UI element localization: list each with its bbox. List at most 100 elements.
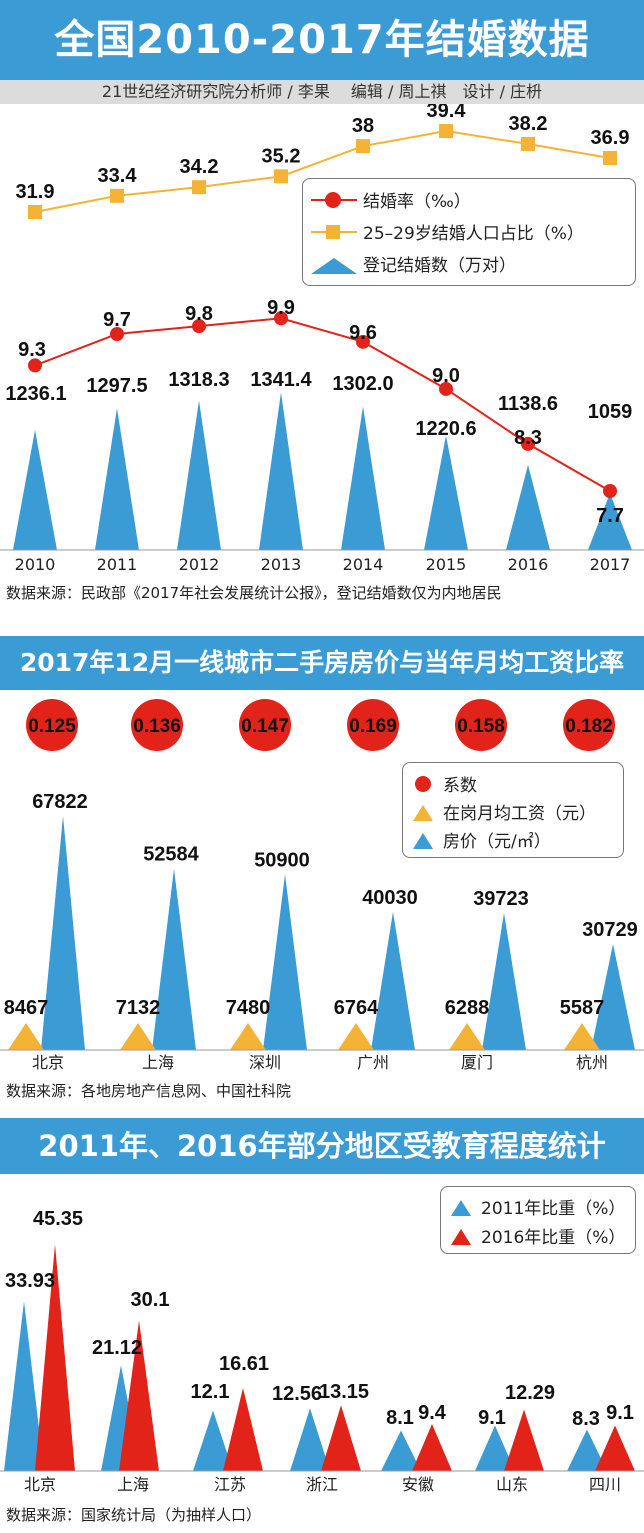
section2-title: 2017年12月一线城市二手房房价与当年月均工资比率 (0, 636, 644, 690)
credit-line: 21世纪经济研究院分析师 / 李果 编辑 / 周上祺 设计 / 庄枡 (0, 80, 644, 104)
x-tick-label: 安徽 (402, 1475, 434, 1494)
ratio-circle (131, 699, 183, 751)
share-2011-triangle (4, 1301, 44, 1471)
legend-marriage-rate: 结婚率（‰） (363, 192, 471, 212)
share-data-label: 39.4 (427, 104, 467, 122)
ratio-circle (26, 699, 78, 751)
marriages-data-label: 1236.1 (5, 383, 66, 405)
legend-2016: 2016年比重（%） (481, 1228, 626, 1248)
legend-ratio: 系数 (443, 776, 477, 796)
marriages-triangle (95, 408, 139, 550)
x-tick-label: 深圳 (249, 1053, 281, 1072)
wage-triangle (230, 1023, 266, 1050)
marriages-triangle (259, 392, 303, 550)
share-2011-triangle (381, 1430, 421, 1471)
share-2011-data-label: 9.1 (478, 1407, 506, 1429)
x-tick-label: 上海 (117, 1475, 149, 1494)
wage-data-label: 8467 (4, 997, 49, 1019)
wage-data-label: 7480 (226, 997, 271, 1019)
house-price-triangle (41, 816, 85, 1050)
marriages-triangle (424, 435, 468, 550)
ratio-data-label: 0.158 (457, 716, 505, 737)
marriages-data-label: 1318.3 (168, 369, 229, 391)
x-tick-label: 山东 (496, 1475, 528, 1494)
x-tick-label: 2010 (15, 555, 56, 574)
share-data-label: 38 (352, 115, 374, 137)
share-2011-data-label: 21.12 (92, 1337, 142, 1359)
section3-source: 数据来源：国家统计局（为抽样人口） (6, 1506, 262, 1524)
x-tick-label: 2017 (590, 555, 631, 574)
wage-triangle (8, 1023, 44, 1050)
house-price-triangle (591, 943, 635, 1050)
share-2016-triangle (223, 1387, 263, 1471)
share-2016-data-label: 16.61 (219, 1353, 269, 1375)
share-data-label: 38.2 (509, 113, 548, 135)
share-point (28, 205, 42, 219)
x-tick-label: 厦门 (461, 1053, 493, 1072)
x-tick-label: 杭州 (576, 1053, 608, 1072)
share-2016-data-label: 9.4 (418, 1402, 447, 1424)
house-price-triangle (152, 868, 196, 1050)
wage-data-label: 5587 (560, 997, 605, 1019)
rate-data-label: 9.0 (432, 365, 460, 387)
marriages-triangle (13, 430, 57, 550)
x-tick-label: 北京 (32, 1053, 64, 1072)
rate-data-label: 7.7 (596, 505, 624, 527)
wage-data-label: 7132 (116, 997, 161, 1019)
legend-age-share: 25–29岁结婚人口占比（%） (363, 224, 584, 244)
x-tick-label: 2012 (179, 555, 220, 574)
share-2011-data-label: 8.3 (572, 1408, 600, 1430)
share-2016-triangle (321, 1405, 361, 1471)
red-dot-line-icon (303, 188, 363, 212)
marriages-triangle (341, 406, 385, 550)
rate-data-label: 9.9 (267, 297, 295, 319)
share-2016-data-label: 12.29 (505, 1382, 555, 1404)
rate-data-label: 9.3 (18, 339, 46, 361)
share-data-label: 33.4 (98, 165, 138, 187)
x-tick-label: 2014 (343, 555, 384, 574)
marriages-triangle (177, 400, 221, 550)
house-price-triangle (371, 911, 415, 1050)
house-price-data-label: 40030 (362, 887, 418, 909)
share-point (192, 180, 206, 195)
legend-registered-marriages: 登记结婚数（万对） (363, 256, 516, 276)
rate-point (274, 311, 288, 326)
share-2011-data-label: 8.1 (386, 1407, 414, 1429)
ratio-data-label: 0.147 (241, 716, 289, 737)
rate-point (603, 484, 617, 498)
ratio-data-label: 0.182 (565, 716, 613, 737)
blue-triangle-icon (403, 828, 443, 852)
wage-data-label: 6764 (334, 997, 379, 1019)
share-2011-triangle (290, 1408, 330, 1471)
legend-2011: 2011年比重（%） (481, 1199, 626, 1219)
share-point (110, 188, 124, 203)
orange-square-line-icon (303, 220, 363, 244)
share-point (439, 124, 453, 138)
house-price-data-label: 67822 (32, 791, 88, 813)
share-2011-data-label: 12.56 (272, 1383, 322, 1405)
x-tick-label: 北京 (24, 1475, 56, 1494)
share-2016-data-label: 13.15 (319, 1381, 369, 1403)
education-legend: 2011年比重（%） 2016年比重（%） (440, 1186, 636, 1254)
page-title: 全国2010-2017年结婚数据 (0, 0, 644, 80)
x-tick-label: 2016 (508, 555, 549, 574)
x-tick-label: 浙江 (306, 1475, 338, 1494)
ratio-data-label: 0.169 (349, 716, 397, 737)
house-price-triangle (482, 912, 526, 1050)
share-series-line (34, 129, 611, 213)
rate-data-label: 9.7 (103, 309, 131, 331)
share-point (356, 139, 370, 154)
share-2016-triangle (595, 1425, 635, 1471)
x-tick-label: 广州 (357, 1053, 389, 1072)
share-data-label: 35.2 (262, 145, 301, 167)
share-2016-data-label: 45.35 (33, 1208, 83, 1230)
house-price-triangle (263, 874, 307, 1050)
share-data-label: 34.2 (180, 156, 219, 178)
share-2016-triangle (119, 1320, 159, 1471)
x-tick-label: 江苏 (214, 1475, 246, 1494)
rate-point (28, 358, 42, 373)
marriages-data-label: 1220.6 (415, 418, 476, 440)
housing-chart: 0.125 0.136 0.147 0.169 0.158 0.182 67822 52584… (0, 699, 644, 1072)
red-dot-icon (403, 772, 443, 796)
share-2011-data-label: 12.1 (191, 1381, 230, 1403)
